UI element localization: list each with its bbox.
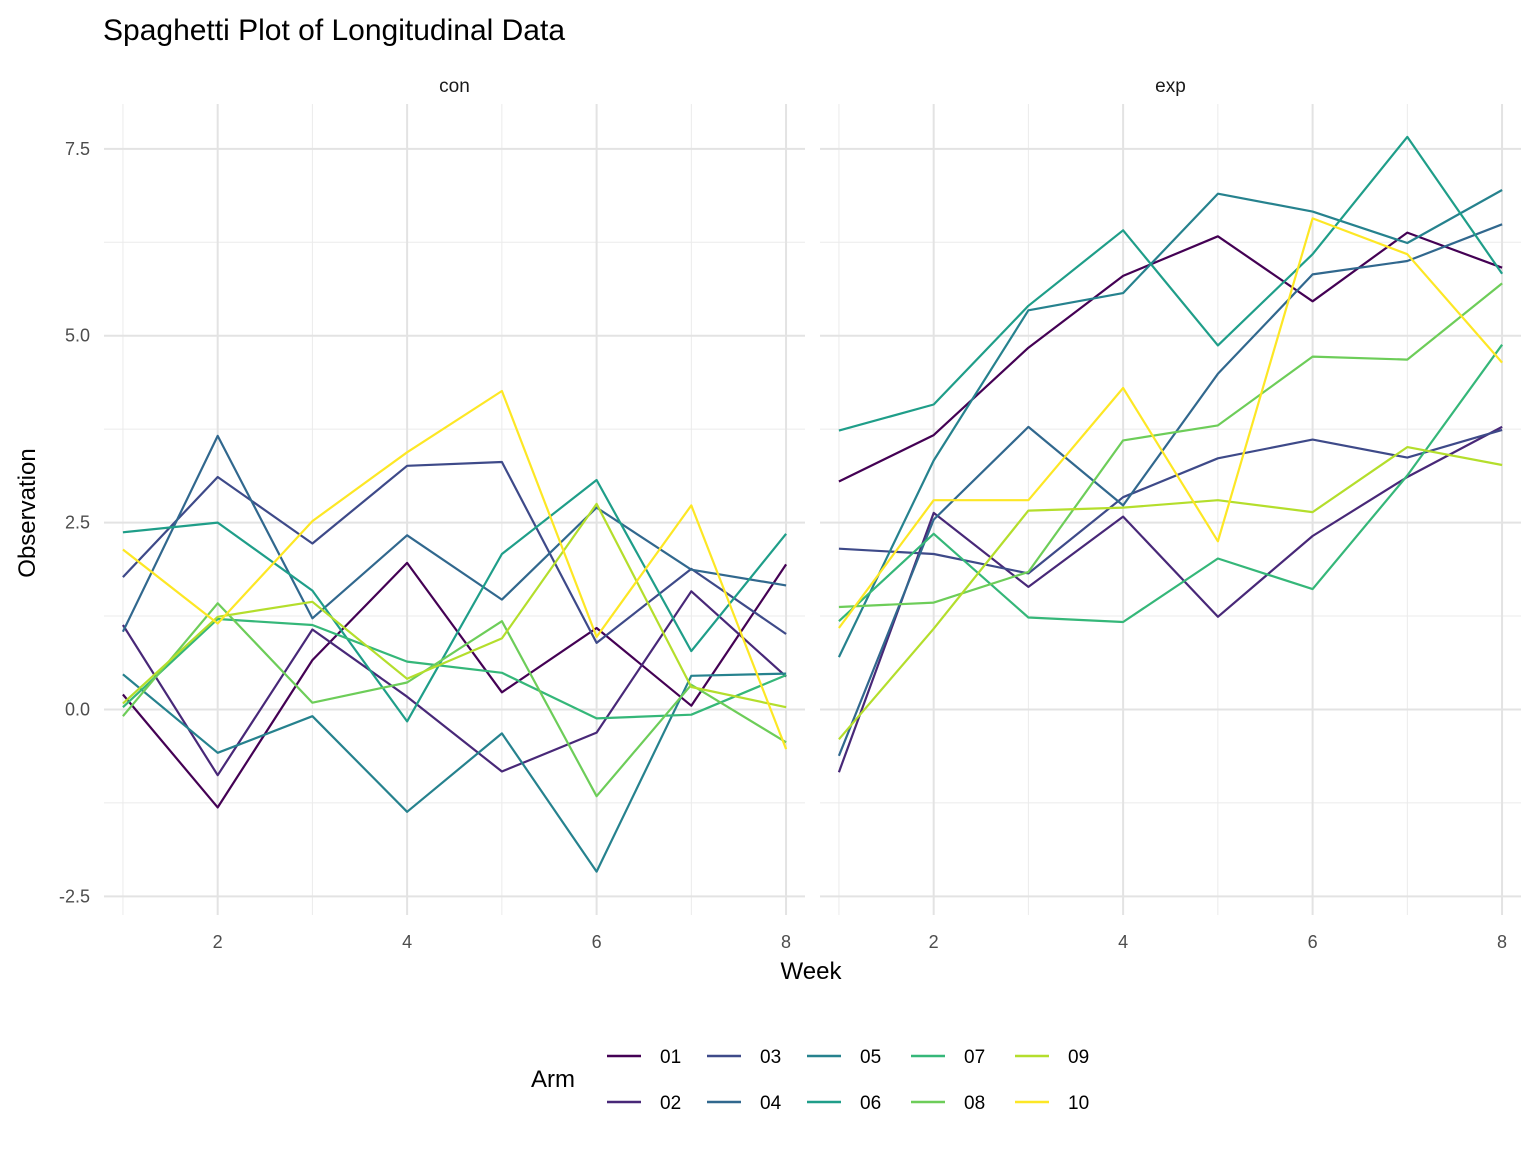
y-tick-label: 5.0 (65, 326, 90, 346)
legend-title: Arm (531, 1066, 575, 1093)
panel-exp: exp 2 4 6 8 (820, 76, 1521, 952)
series-line-exp-06 (838, 135, 1504, 432)
series-line-con-03 (122, 460, 787, 645)
x-axis-title: Week (781, 958, 843, 985)
x-tick-label: 6 (1308, 932, 1318, 952)
x-tick-label: 4 (402, 932, 412, 952)
legend-label-05: 05 (860, 1047, 881, 1068)
x-tick-label: 6 (592, 932, 602, 952)
legend-label-03: 03 (760, 1047, 781, 1068)
series-line-exp-09 (838, 446, 1503, 741)
series-line-con-06 (122, 478, 787, 723)
legend-label-10: 10 (1068, 1093, 1089, 1114)
series-line-con-04 (121, 434, 787, 633)
panels-layer: con 2 4 6 8 exp 2 4 6 8 -2.5 0.0 2.5 5.0 7.5 (59, 76, 1521, 952)
series-line-exp-05 (837, 189, 1503, 658)
legend-label-06: 06 (860, 1093, 881, 1114)
series-line-con-07 (122, 617, 787, 720)
facet-label-con: con (439, 76, 470, 97)
legend: Arm 01 02 03 04 05 06 07 08 09 10 (531, 1047, 1089, 1114)
series-line-exp-01 (838, 231, 1503, 483)
legend-label-01: 01 (660, 1047, 681, 1068)
series-line-con-05 (122, 672, 787, 873)
series-line-exp-02 (837, 425, 1503, 773)
legend-label-08: 08 (964, 1093, 985, 1114)
legend-label-04: 04 (760, 1093, 782, 1114)
series-line-con-08 (122, 602, 787, 798)
series-line-exp-04 (837, 223, 1503, 757)
series-line-con-09 (122, 502, 787, 709)
series-line-exp-10 (838, 217, 1503, 629)
y-tick-label: -2.5 (59, 886, 90, 906)
legend-label-09: 09 (1068, 1047, 1089, 1068)
y-tick-label: 0.0 (65, 699, 90, 719)
series-line-exp-08 (838, 282, 1503, 609)
series-line-con-01 (122, 561, 788, 809)
chart-title: Spaghetti Plot of Longitudinal Data (103, 14, 565, 47)
x-tick-label: 8 (781, 932, 791, 952)
y-tick-label: 7.5 (65, 139, 90, 159)
x-tick-label: 4 (1118, 932, 1128, 952)
legend-label-02: 02 (660, 1093, 681, 1114)
x-tick-label: 2 (929, 932, 939, 952)
series-line-exp-03 (838, 428, 1503, 575)
series-line-con-10 (122, 389, 788, 750)
x-tick-label: 2 (213, 932, 223, 952)
y-tick-label: 2.5 (65, 513, 90, 533)
y-axis-title: Observation (14, 448, 41, 577)
series-line-exp-07 (838, 344, 1503, 624)
series-line-con-02 (121, 590, 787, 777)
x-tick-label: 8 (1497, 932, 1507, 952)
panel-con: con 2 4 6 8 (104, 76, 805, 952)
facet-label-exp: exp (1155, 76, 1186, 97)
legend-label-07: 07 (964, 1047, 985, 1068)
